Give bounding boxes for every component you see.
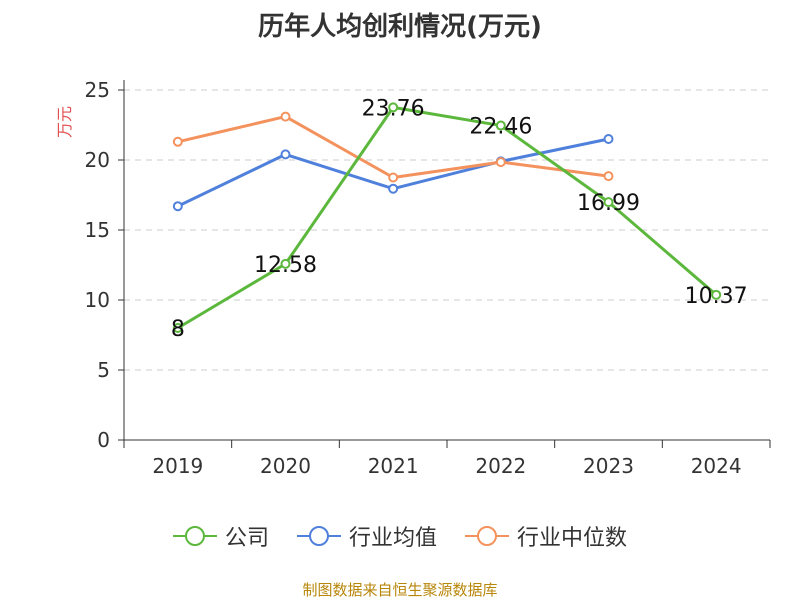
legend-marker-company <box>172 524 217 548</box>
data-point <box>495 120 506 131</box>
data-label: 22.46 <box>469 115 532 140</box>
source-note: 制图数据来自恒生聚源数据库 <box>302 581 498 599</box>
legend-item-industry-mean[interactable]: 行业均值 <box>296 520 437 552</box>
x-tick-label: 2019 <box>152 454 203 478</box>
legend: 公司 行业均值 行业中位数 <box>0 520 800 552</box>
series-line <box>177 105 718 330</box>
y-tick-label: 25 <box>85 78 110 102</box>
chart-title: 历年人均创利情况(万元) <box>258 12 542 42</box>
legend-item-company[interactable]: 公司 <box>172 520 269 552</box>
data-point <box>172 136 183 147</box>
data-point <box>603 171 614 182</box>
data-point <box>388 102 399 113</box>
data-label: 12.58 <box>254 253 317 278</box>
data-point <box>280 111 291 122</box>
x-tick-label: 2020 <box>260 454 311 478</box>
data-point <box>388 172 399 183</box>
x-tick-label: 2024 <box>691 454 742 478</box>
data-label: 8 <box>171 317 185 342</box>
data-point <box>172 201 183 212</box>
x-tick-label: 2022 <box>475 454 526 478</box>
y-tick-label: 5 <box>97 358 110 382</box>
series-line <box>177 115 609 179</box>
legend-label-company: 公司 <box>224 526 269 551</box>
y-axis-label: 万元 <box>55 106 74 138</box>
y-tick-label: 10 <box>85 288 110 312</box>
data-label: 16.99 <box>577 191 640 216</box>
data-point <box>495 157 506 168</box>
data-point <box>603 197 614 208</box>
x-tick-label: 2021 <box>368 454 419 478</box>
legend-marker-industry-median <box>465 524 509 548</box>
legend-item-industry-median[interactable]: 行业中位数 <box>465 520 627 552</box>
data-point <box>711 289 722 300</box>
y-tick-label: 0 <box>97 428 110 452</box>
x-tick-label: 2023 <box>583 454 634 478</box>
data-point <box>280 149 291 160</box>
y-tick-label: 20 <box>85 148 110 172</box>
data-label: 10.37 <box>685 284 748 309</box>
legend-label-industry-median: 行业中位数 <box>517 526 628 551</box>
data-point <box>603 134 614 144</box>
data-label: 23.76 <box>362 96 425 121</box>
y-tick-label: 15 <box>85 218 110 242</box>
data-point <box>280 258 291 269</box>
legend-marker-industry-mean <box>296 524 341 548</box>
legend-label-industry-mean: 行业均值 <box>348 526 437 551</box>
data-point <box>172 323 183 333</box>
data-point <box>388 183 399 194</box>
